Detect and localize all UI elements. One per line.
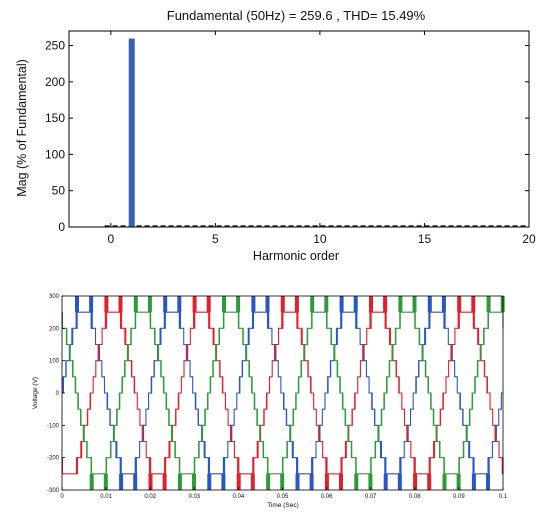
- spectrum-xlabel: Harmonic order: [253, 249, 339, 263]
- spectrum-ytick-label: 100: [45, 147, 65, 161]
- voltage-ytick-label: -100: [47, 423, 60, 429]
- voltage-ytick-label: -200: [47, 456, 60, 462]
- voltage-plot-area: [61, 295, 504, 491]
- voltage-axis-ticks: 0 0.01 0.02 0.03 0.04 0.05 0.06 0.07 0.08 0.09 0.1…: [47, 294, 508, 500]
- spectrum-xtick-label: 10: [313, 232, 327, 246]
- spectrum-ytick-label: 150: [45, 111, 65, 125]
- spectrum-xtick-label: 20: [522, 232, 536, 246]
- voltage-ytick-label: 0: [56, 391, 60, 397]
- voltage-xtick-label: 0.03: [188, 494, 200, 500]
- voltage-xtick-label: 0.07: [365, 494, 377, 500]
- voltage-ytick-label: 200: [49, 326, 60, 332]
- voltage-xtick-label: 0.08: [409, 494, 421, 500]
- voltage-series-line: [61, 311, 504, 475]
- voltage-xtick-label: 0.05: [277, 494, 289, 500]
- voltage-chart: Voltage (V) Time (Sec) 0 0.01 0.02 0.03 0.04…: [32, 294, 508, 509]
- voltage-xtick-label: 0.1: [499, 494, 508, 500]
- voltage-xtick-label: 0.09: [453, 494, 465, 500]
- voltage-ytick-label: -300: [47, 488, 60, 494]
- spectrum-ytick-label: 0: [58, 220, 65, 234]
- spectrum-ytick-label: 50: [52, 184, 66, 198]
- spectrum-xtick-label: 5: [212, 232, 219, 246]
- voltage-waveforms: [61, 296, 505, 490]
- spectrum-chart: Fundamental (50Hz) = 259.6 , THD= 15.49%…: [15, 8, 536, 263]
- voltage-xtick-label: 0.02: [144, 494, 156, 500]
- voltage-ytick-label: 100: [49, 359, 60, 365]
- voltage-series-line: [62, 311, 503, 475]
- voltage-series-line: [61, 311, 504, 475]
- spectrum-title: Fundamental (50Hz) = 259.6 , THD= 15.49%: [167, 8, 426, 23]
- spectrum-ylabel: Mag (% of Fundamental): [15, 59, 29, 197]
- voltage-ylabel: Voltage (V): [32, 377, 39, 409]
- spectrum-ytick-label: 250: [45, 39, 65, 53]
- voltage-xtick-label: 0.01: [100, 494, 112, 500]
- voltage-xtick-label: 0: [60, 494, 64, 500]
- voltage-xtick-label: 0.06: [321, 494, 333, 500]
- spectrum-bar: [128, 38, 135, 228]
- voltage-xtick-label: 0.04: [233, 494, 245, 500]
- voltage-ytick-label: 300: [49, 294, 60, 300]
- spectrum-bars: [104, 38, 529, 228]
- spectrum-xtick-label: 0: [107, 232, 114, 246]
- spectrum-plot-area: [68, 30, 530, 228]
- spectrum-ytick-label: 200: [45, 75, 65, 89]
- voltage-xlabel: Time (Sec): [267, 502, 299, 509]
- spectrum-xtick-label: 15: [418, 232, 432, 246]
